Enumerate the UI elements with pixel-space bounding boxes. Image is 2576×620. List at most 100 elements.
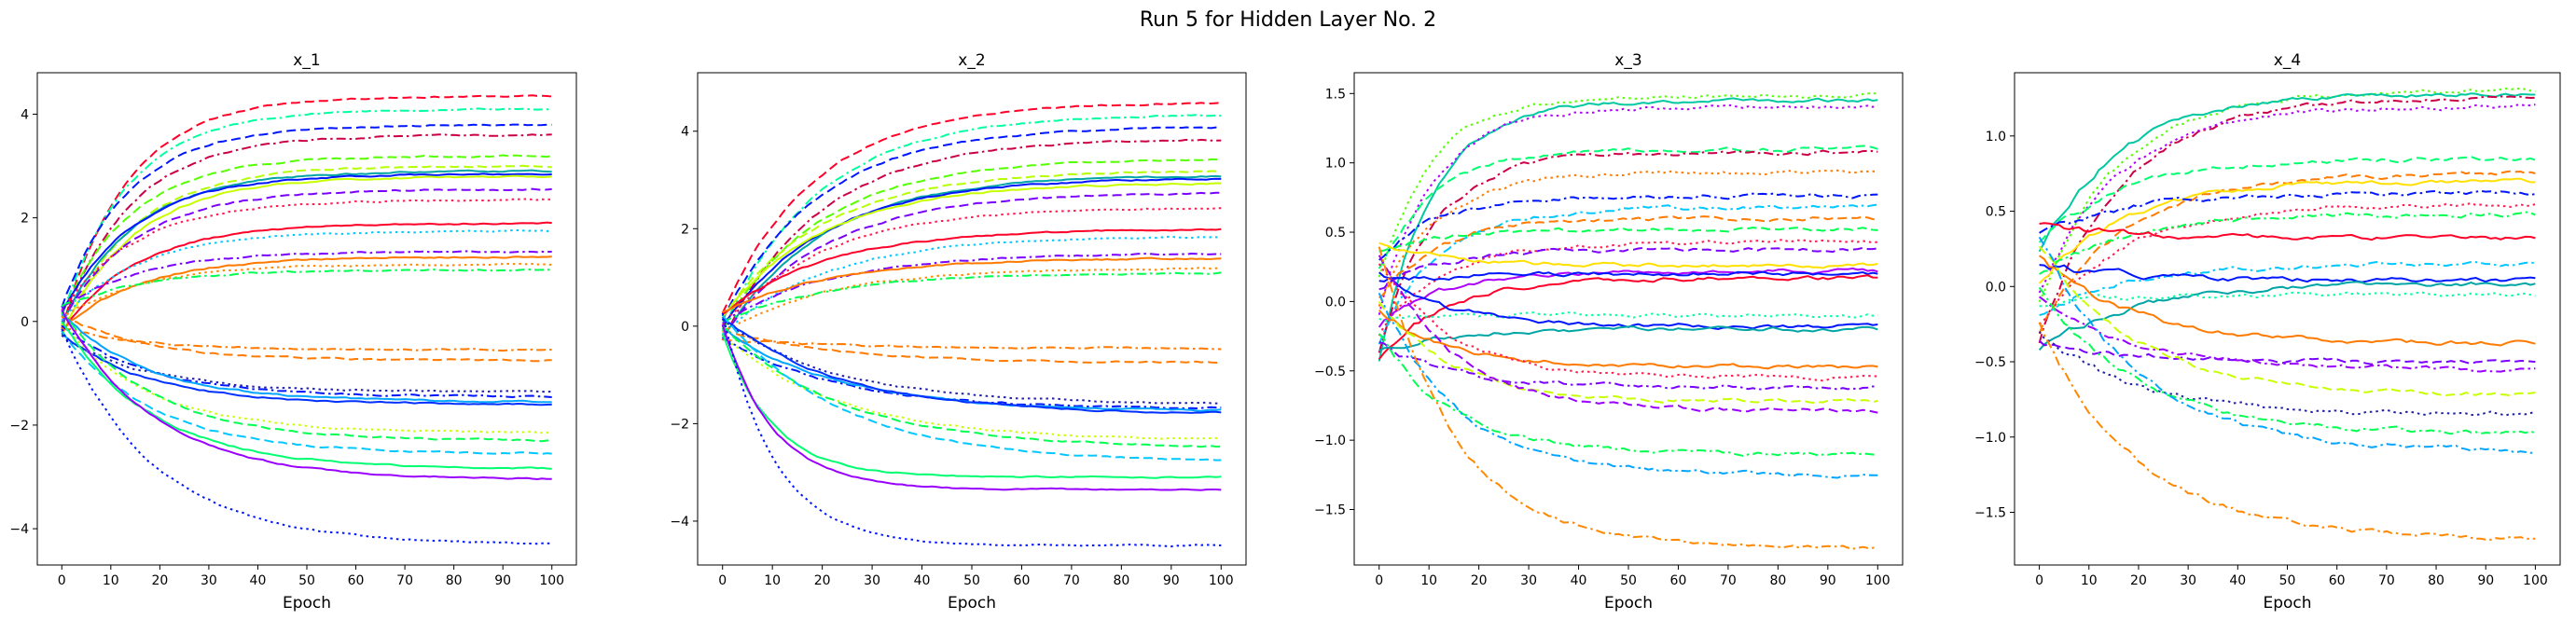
series-line — [2038, 281, 2536, 351]
x-tick-label: 50 — [1620, 573, 1637, 588]
x-tick-label: 10 — [764, 573, 781, 588]
series-line — [721, 138, 1222, 341]
series-line — [1378, 246, 1878, 550]
x-tick-label: 70 — [2378, 573, 2395, 588]
series-line — [2038, 177, 2536, 284]
series-line — [61, 314, 552, 363]
series-line — [1378, 246, 1878, 291]
x-tick-label: 0 — [1375, 573, 1383, 588]
series-line — [1378, 341, 1878, 391]
x-tick-label: 90 — [1163, 573, 1180, 588]
series-line — [721, 333, 1222, 479]
x-tick-label: 50 — [298, 573, 315, 588]
series-line — [722, 227, 1222, 315]
series-line — [61, 334, 552, 393]
series-line — [61, 309, 552, 481]
x-tick-label: 0 — [2035, 573, 2043, 588]
series-line — [722, 267, 1222, 334]
x-tick-label: 10 — [103, 573, 119, 588]
x-tick-label: 20 — [2130, 573, 2147, 588]
series-line — [61, 328, 552, 545]
series-line — [2038, 331, 2536, 417]
series-line — [721, 191, 1222, 338]
series-line — [61, 330, 552, 455]
x-tick-label: 90 — [1820, 573, 1836, 588]
x-tick-label: 80 — [1113, 573, 1129, 588]
series-line — [1378, 300, 1878, 405]
x-tick-label: 80 — [1769, 573, 1786, 588]
x-tick-label: 60 — [2329, 573, 2346, 588]
x-tick-label: 100 — [539, 573, 564, 588]
x-tick-label: 70 — [1063, 573, 1080, 588]
series-line — [61, 198, 552, 311]
series-line — [61, 172, 552, 313]
plot-frame — [697, 72, 1247, 566]
y-tick-label: 4 — [21, 107, 29, 122]
x-axis-label: Epoch — [283, 594, 331, 613]
x-tick-label: 20 — [1471, 573, 1488, 588]
series-lines — [721, 102, 1222, 548]
series-line — [1378, 227, 1878, 253]
series-line — [61, 332, 552, 406]
x-tick-label: 100 — [1209, 573, 1234, 588]
y-tick-label: −1.0 — [1314, 434, 1346, 448]
x-tick-label: 30 — [2180, 573, 2196, 588]
series-line — [1378, 149, 1878, 353]
x-tick-label: 90 — [2477, 573, 2494, 588]
series-line — [2039, 260, 2536, 317]
x-tick-label: 20 — [151, 573, 168, 588]
series-line — [1378, 97, 1878, 362]
series-line — [2038, 245, 2536, 397]
x-tick-label: 40 — [2229, 573, 2246, 588]
series-lines — [1378, 91, 1878, 550]
series-line — [1378, 103, 1878, 315]
series-line — [721, 324, 1222, 491]
y-tick-label: 4 — [681, 125, 689, 140]
series-line — [722, 318, 1222, 405]
subplot-2: 0 10 20 30 40 50 60 70 80 90 100 −4 −2 0 2 4 x_2 Epoch — [670, 51, 1247, 613]
y-tick-label: −1.5 — [1974, 505, 2006, 520]
series-line — [721, 314, 1222, 462]
series-lines — [61, 94, 552, 545]
y-tick-label: 0 — [21, 315, 29, 330]
series-line — [61, 229, 552, 322]
series-line — [721, 207, 1222, 326]
series-line — [61, 187, 552, 324]
series-line — [721, 177, 1222, 328]
series-line — [61, 169, 552, 325]
series-line — [1378, 192, 1878, 261]
subplot-4: 0 10 20 30 40 50 60 70 80 90 100 −1.5 −1.0 −0.5 0.0 0.5… — [1974, 51, 2561, 613]
series-line — [61, 250, 552, 310]
x-tick-label: 80 — [446, 573, 463, 588]
y-tick-label: −1.5 — [1314, 503, 1346, 518]
series-line — [2038, 236, 2536, 454]
x-tick-label: 100 — [2523, 573, 2548, 588]
series-line — [61, 221, 552, 333]
series-line — [722, 235, 1222, 336]
x-tick-label: 10 — [1420, 573, 1437, 588]
plot-frame — [2014, 72, 2561, 566]
series-line — [2039, 255, 2536, 347]
y-tick-label: 0.0 — [1325, 295, 1346, 310]
series-line — [722, 256, 1222, 313]
y-tick-label: 0.5 — [1986, 205, 2006, 220]
series-line — [722, 271, 1222, 323]
series-line — [2038, 201, 2536, 325]
series-line — [721, 126, 1222, 321]
series-line — [1378, 310, 1878, 370]
series-line — [62, 326, 552, 352]
series-line — [61, 123, 552, 308]
series-line — [61, 324, 552, 399]
x-tick-label: 30 — [1520, 573, 1537, 588]
y-tick-label: 1.0 — [1986, 130, 2006, 145]
y-tick-label: 1.5 — [1325, 87, 1346, 102]
x-tick-label: 0 — [718, 573, 727, 588]
series-line — [2038, 286, 2536, 435]
series-line — [1378, 241, 1878, 269]
x-tick-label: 30 — [864, 573, 880, 588]
series-lines — [2038, 87, 2536, 541]
series-line — [1378, 333, 1878, 457]
series-line — [61, 133, 552, 327]
plot-frame — [1353, 72, 1904, 566]
